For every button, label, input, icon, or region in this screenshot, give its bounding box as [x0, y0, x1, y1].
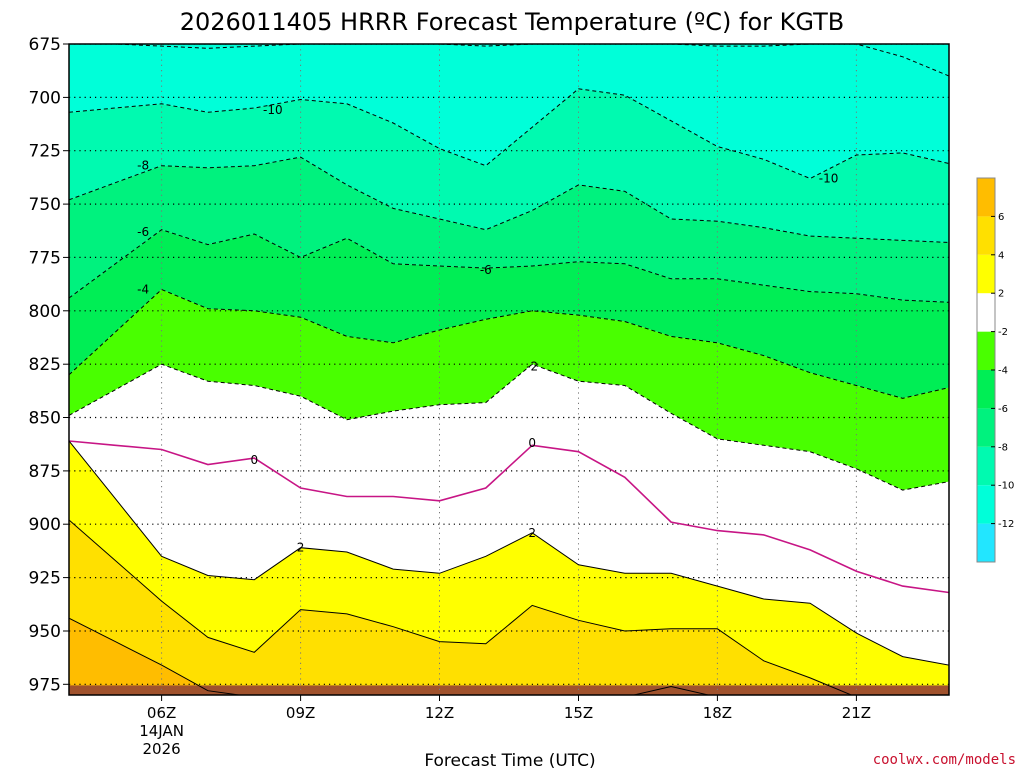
x-tick-label: 06Z [147, 704, 176, 722]
contour-line--8 [69, 156, 949, 243]
chart-title: 2026011405 HRRR Forecast Temperature (ºC… [180, 8, 845, 36]
temperature-fill-layer [69, 44, 949, 695]
contour-label: -4 [137, 283, 149, 297]
colorbar-label: 6 [998, 212, 1004, 223]
colorbar-swatch [977, 254, 995, 294]
colorbar-label: -10 [998, 481, 1014, 492]
y-axis: 675 700 725 750 775 800 825 850 875 900 925 950 975 [29, 35, 69, 695]
temperature-band-6 [69, 364, 949, 593]
contour-line--6 [69, 229, 949, 303]
colorbar-swatch [977, 331, 995, 370]
temperature-band-5 [69, 289, 949, 491]
contour-line-6 [69, 617, 711, 695]
temperature-band-2 [69, 88, 949, 243]
contour-lines-layer [69, 44, 949, 695]
contour-line--10 [69, 88, 949, 180]
contour-label: -6 [137, 225, 149, 239]
plot-frame [68, 43, 950, 696]
contour-label: -2 [526, 359, 538, 373]
y-tick-label: 825 [29, 355, 61, 375]
y-tick-label: 750 [29, 195, 61, 215]
colorbar-label: 4 [998, 250, 1004, 261]
colorbar-swatch [977, 446, 995, 486]
contour-line--4 [69, 288, 949, 399]
contour-label: 2 [528, 526, 536, 540]
contour-label: -10 [263, 103, 283, 117]
x-tick-label: 15Z [564, 704, 593, 722]
ground-layer [69, 685, 949, 695]
colorbar-swatch [977, 216, 995, 255]
colorbar-swatch [977, 523, 995, 562]
colorbar-swatch [977, 408, 995, 447]
credit-link[interactable]: coolwx.com/models [873, 752, 1016, 768]
x-tick-label: 09Z [286, 704, 315, 722]
colorbar-label: -8 [998, 442, 1008, 453]
y-tick-label: 775 [29, 248, 61, 268]
x-tick-label: 21Z [842, 704, 871, 722]
x-tick-label: 18Z [703, 704, 732, 722]
colorbar-swatch [977, 370, 995, 409]
colorbar-label: -12 [998, 519, 1014, 530]
colorbar-label: -4 [998, 366, 1008, 377]
colorbar-swatch [977, 293, 995, 332]
colorbar: -12 -10 -8 -6 -4 -2 2 4 6 [976, 177, 1014, 563]
contour-line--2 [69, 363, 949, 491]
temperature-band-8 [69, 441, 949, 695]
temperature-band-3 [69, 157, 949, 303]
colorbar-swatch [977, 178, 995, 217]
contour-line-4 [69, 519, 853, 695]
temperature-band-4 [69, 229, 949, 399]
y-tick-label: 675 [29, 35, 61, 55]
temperature-band-1 [69, 44, 949, 179]
colorbar-label: 2 [998, 289, 1004, 300]
contour-label: -6 [480, 263, 492, 277]
y-tick-label: 925 [29, 569, 61, 589]
y-tick-label: 950 [29, 622, 61, 642]
ground-surface [69, 685, 949, 695]
y-tick-label: 725 [29, 142, 61, 162]
temperature-band-9 [69, 520, 852, 695]
colorbar-swatch [977, 485, 995, 524]
y-tick-label: 900 [29, 515, 61, 535]
y-tick-label: 800 [29, 302, 61, 322]
contour-label: -8 [137, 159, 149, 173]
colorbar-label: -6 [998, 404, 1008, 415]
temperature-band-7 [69, 441, 949, 666]
x-tick-date: 14JAN [139, 722, 184, 740]
y-tick-label: 700 [29, 88, 61, 108]
x-axis-label: Forecast Time (UTC) [424, 751, 595, 768]
y-tick-label: 875 [29, 462, 61, 482]
contour-label: 0 [528, 436, 536, 450]
grid-layer [69, 44, 949, 695]
x-tick-label: 12Z [425, 704, 454, 722]
contour-label: 0 [250, 453, 258, 467]
y-tick-label: 975 [29, 675, 61, 695]
contour-label: -10 [819, 172, 839, 186]
contour-line-2 [69, 440, 949, 666]
colorbar-label: -2 [998, 327, 1008, 338]
x-tick-year: 2026 [143, 740, 181, 758]
contour-labels-layer: -10 -10 -8 -6 -6 -4 -2 0 0 2 2 [137, 103, 838, 555]
contour-line-0 [69, 440, 949, 594]
contour-label: 2 [297, 541, 305, 555]
y-tick-label: 850 [29, 409, 61, 429]
